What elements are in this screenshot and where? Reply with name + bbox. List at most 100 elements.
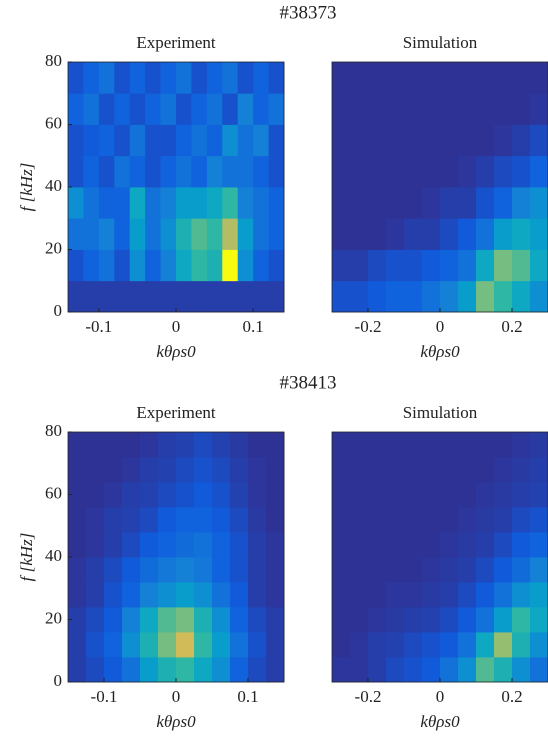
heatmap-cell (332, 657, 351, 683)
heatmap-cell (458, 62, 477, 94)
heatmap-cell (404, 124, 423, 157)
heatmap-cell (530, 432, 548, 458)
heatmap-cell (145, 155, 161, 188)
heatmap-cell (440, 124, 459, 157)
heatmap-cell (122, 657, 141, 683)
heatmap-cell (368, 657, 387, 683)
heatmap-cell (422, 124, 441, 157)
heatmap-cell (114, 187, 131, 219)
heatmap-cell (194, 482, 213, 508)
heatmap-cell (158, 532, 177, 558)
heatmap-cell (266, 532, 285, 558)
heatmap-cell (248, 557, 267, 583)
heatmap-cell (104, 582, 123, 608)
heatmap-cell (129, 124, 146, 157)
heatmap-cell (530, 507, 548, 533)
heatmap-cell (332, 62, 351, 94)
heatmap-cell (404, 62, 423, 94)
heatmap-cell (140, 557, 159, 583)
heatmap-cell (404, 632, 423, 658)
heatmap-cell (176, 62, 192, 94)
heatmap-cell (350, 532, 369, 558)
heatmap-cell (350, 62, 369, 94)
heatmap-cell (386, 632, 405, 658)
heatmap-cell (404, 93, 423, 125)
heatmap-cell (176, 93, 192, 125)
heatmap-cell (248, 607, 267, 633)
heatmap-cell (230, 432, 249, 458)
heatmap-cell (440, 507, 459, 533)
heatmap-cell (83, 62, 100, 94)
heatmap-cell (530, 607, 548, 633)
heatmap-cell (368, 155, 387, 188)
x-tick-label: 0.2 (501, 687, 522, 706)
heatmap-cell (268, 187, 285, 219)
heatmap-cell (160, 249, 177, 282)
heatmap-cell (266, 632, 285, 658)
heatmap-cell (248, 457, 267, 483)
heatmap-cell (212, 507, 231, 533)
heatmap-cell (404, 187, 423, 219)
x-axis-label: kθρs0 (420, 712, 460, 731)
heatmap-cell (422, 607, 441, 633)
heatmap-cell (476, 124, 495, 157)
heatmap-cell (160, 155, 177, 188)
heatmap-cell (176, 457, 195, 483)
heatmap-cell (350, 582, 369, 608)
heatmap-cell (440, 249, 459, 282)
heatmap-cell (458, 280, 477, 313)
heatmap-cell (206, 280, 223, 313)
panel-title: Experiment (136, 403, 216, 422)
heatmap-cell (458, 124, 477, 157)
heatmap-cell (237, 93, 254, 125)
x-axis-label: kθρs0 (156, 342, 196, 361)
heatmap-cell (350, 93, 369, 125)
heatmap-cell (212, 582, 231, 608)
heatmap-cell (476, 607, 495, 633)
heatmap-cell (512, 218, 531, 250)
heatmap-cell (476, 249, 495, 282)
heatmap-cell (230, 457, 249, 483)
heatmap-cell (476, 632, 495, 658)
heatmap-cell (332, 582, 351, 608)
heatmap-cell (476, 432, 495, 458)
heatmap-cell (458, 507, 477, 533)
heatmap-cell (176, 432, 195, 458)
heatmap-cell (512, 657, 531, 683)
heatmap-cell (176, 532, 195, 558)
heatmap-cell (140, 657, 159, 683)
heatmap-cell (268, 249, 285, 282)
heatmap-cell (86, 432, 105, 458)
heatmap-cell (476, 657, 495, 683)
heatmap-cell (86, 607, 105, 633)
heatmap-cell (332, 557, 351, 583)
heatmap-cell (83, 280, 100, 313)
heatmap-cell (494, 482, 513, 508)
heatmap-cell (266, 432, 285, 458)
x-tick-label: 0.2 (501, 317, 522, 336)
heatmap-cell (222, 218, 239, 250)
heatmap-cell (140, 582, 159, 608)
heatmap-cell (86, 532, 105, 558)
heatmap-cell (440, 155, 459, 188)
heatmap-cell (206, 124, 223, 157)
heatmap-cell (494, 607, 513, 633)
heatmap-cell (422, 632, 441, 658)
x-tick-label: -0.1 (85, 317, 112, 336)
figure-title: #38413 (280, 372, 337, 393)
heatmap-cell (332, 607, 351, 633)
heatmap-cell (268, 62, 285, 94)
heatmap-cell (332, 218, 351, 250)
heatmap-cell (114, 155, 131, 188)
heatmap-cell (222, 249, 239, 282)
y-tick-label: 20 (45, 608, 62, 627)
heatmap-cell (350, 155, 369, 188)
heatmap-cell (122, 557, 141, 583)
heatmap-cell (248, 582, 267, 608)
heatmap-cell (230, 657, 249, 683)
heatmap-cell (158, 657, 177, 683)
heatmap-cell (158, 457, 177, 483)
heatmap-cell (191, 155, 208, 188)
heatmap-cell (404, 432, 423, 458)
